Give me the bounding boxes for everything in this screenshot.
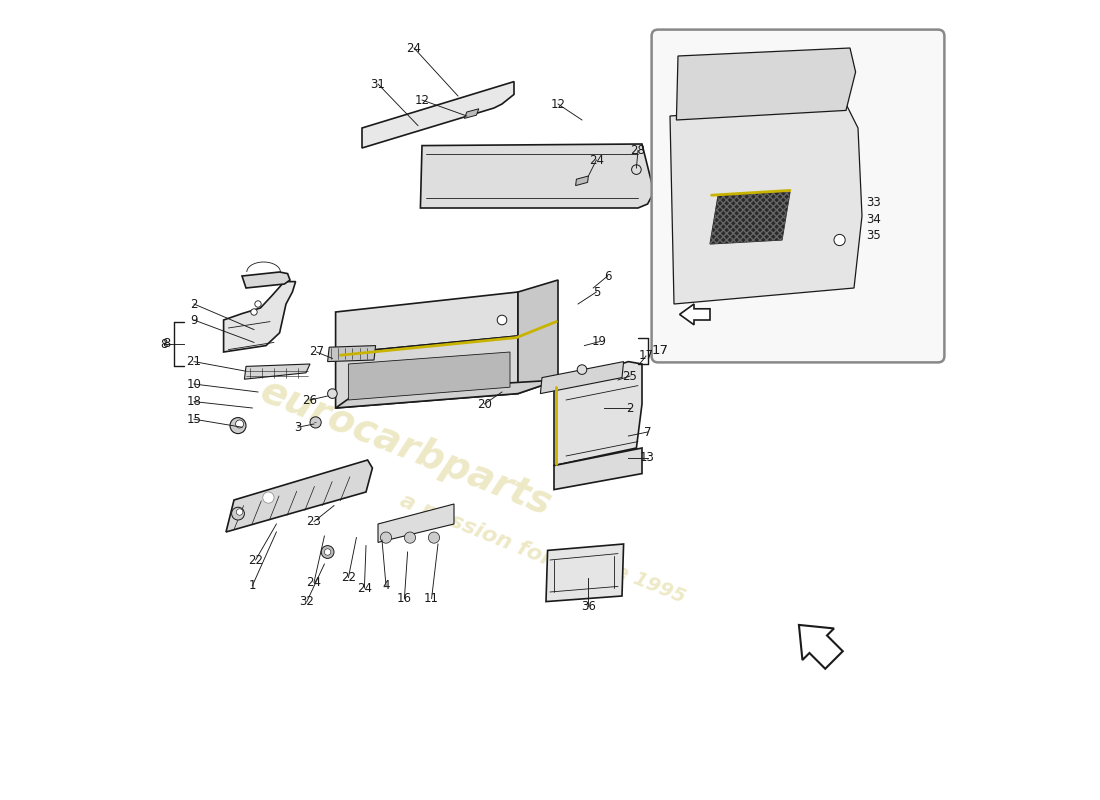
Text: eurocarbparts: eurocarbparts <box>254 372 558 524</box>
Text: 11: 11 <box>425 592 439 605</box>
Circle shape <box>578 365 586 374</box>
Text: 17: 17 <box>638 350 653 362</box>
Text: 24: 24 <box>407 42 421 54</box>
Polygon shape <box>676 48 856 120</box>
Polygon shape <box>710 192 790 244</box>
Polygon shape <box>336 336 518 408</box>
Polygon shape <box>799 625 843 669</box>
Polygon shape <box>575 176 589 186</box>
Text: 22: 22 <box>341 571 356 584</box>
Circle shape <box>428 532 440 543</box>
Circle shape <box>236 509 243 515</box>
Text: 33: 33 <box>867 196 881 209</box>
Circle shape <box>381 532 392 543</box>
Circle shape <box>230 418 246 434</box>
Text: 24: 24 <box>356 582 372 594</box>
Text: 24: 24 <box>307 576 321 589</box>
Text: 9: 9 <box>190 314 198 326</box>
Circle shape <box>631 165 641 174</box>
Text: 34: 34 <box>867 213 881 226</box>
Text: 4: 4 <box>383 579 389 592</box>
Text: since 1995: since 1995 <box>572 545 689 607</box>
Polygon shape <box>420 144 654 208</box>
Text: 12: 12 <box>415 94 429 106</box>
Text: 2: 2 <box>190 298 198 310</box>
Circle shape <box>328 389 338 398</box>
Text: 8: 8 <box>161 338 168 350</box>
Circle shape <box>235 420 243 428</box>
Text: 25: 25 <box>623 370 637 382</box>
Text: 5: 5 <box>593 286 601 298</box>
Circle shape <box>405 532 416 543</box>
Text: 26: 26 <box>302 394 318 406</box>
Polygon shape <box>540 362 624 394</box>
Polygon shape <box>336 292 518 354</box>
Polygon shape <box>223 282 296 352</box>
Text: 19: 19 <box>592 335 607 348</box>
Circle shape <box>255 301 261 307</box>
Text: 22: 22 <box>249 554 263 566</box>
Text: 27: 27 <box>309 346 323 358</box>
Text: 20: 20 <box>477 398 492 410</box>
Text: 35: 35 <box>867 229 881 242</box>
Polygon shape <box>336 380 558 408</box>
Circle shape <box>497 315 507 325</box>
Polygon shape <box>680 304 710 325</box>
Text: 18: 18 <box>187 395 201 408</box>
Circle shape <box>324 549 331 555</box>
Text: 36: 36 <box>581 600 596 613</box>
Text: 10: 10 <box>187 378 201 390</box>
Polygon shape <box>670 104 862 304</box>
Text: 17: 17 <box>652 344 669 358</box>
Polygon shape <box>464 109 478 118</box>
Polygon shape <box>349 352 510 400</box>
Text: 21: 21 <box>187 355 201 368</box>
Circle shape <box>321 546 334 558</box>
Text: 8: 8 <box>162 338 170 350</box>
Text: 6: 6 <box>604 270 612 282</box>
Polygon shape <box>378 504 454 542</box>
Text: 28: 28 <box>630 144 646 157</box>
Circle shape <box>834 234 845 246</box>
Text: 15: 15 <box>187 413 201 426</box>
Text: 32: 32 <box>299 595 315 608</box>
Text: 12: 12 <box>550 98 565 110</box>
Polygon shape <box>518 280 558 394</box>
Text: 23: 23 <box>307 515 321 528</box>
Text: 16: 16 <box>397 592 411 605</box>
Text: 24: 24 <box>588 154 604 166</box>
Circle shape <box>232 507 244 520</box>
Circle shape <box>251 309 257 315</box>
Polygon shape <box>328 346 375 362</box>
Circle shape <box>310 417 321 428</box>
Text: 7: 7 <box>644 426 651 438</box>
Text: 3: 3 <box>295 421 301 434</box>
FancyBboxPatch shape <box>651 30 945 362</box>
Text: 31: 31 <box>371 78 385 90</box>
Polygon shape <box>362 82 514 148</box>
Polygon shape <box>244 364 310 379</box>
Polygon shape <box>226 460 373 532</box>
Polygon shape <box>546 544 624 602</box>
Text: 2: 2 <box>626 402 634 414</box>
Text: 1: 1 <box>249 579 256 592</box>
Polygon shape <box>242 272 290 288</box>
Circle shape <box>263 492 274 503</box>
Polygon shape <box>554 448 642 490</box>
Text: a passion for parts: a passion for parts <box>397 490 624 598</box>
Polygon shape <box>554 362 642 466</box>
Text: 13: 13 <box>640 451 654 464</box>
